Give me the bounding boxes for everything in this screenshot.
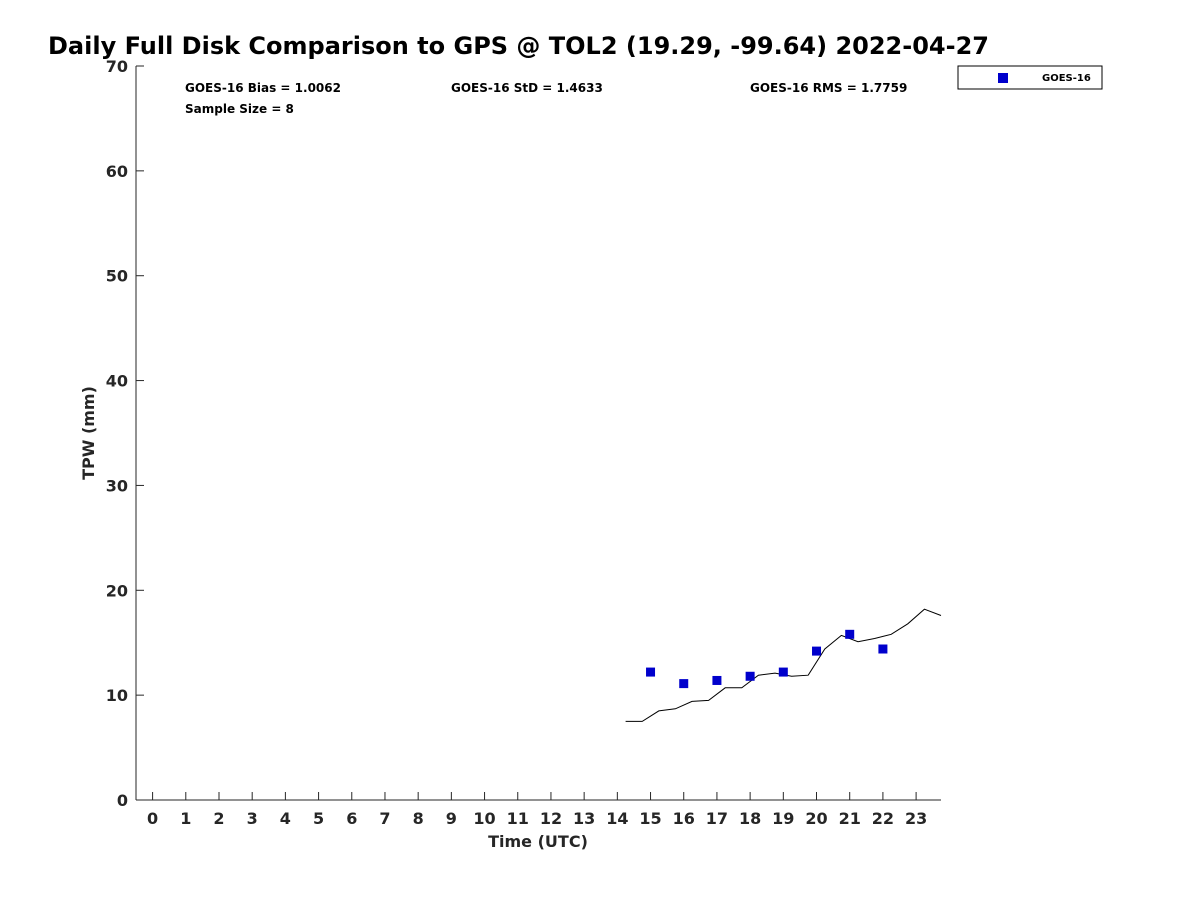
y-axis-ticks: 0 10 20 30 40 50 60 70 [106,57,144,810]
x-tick-label: 15 [639,809,661,828]
rms-stat: GOES-16 RMS = 1.7759 [750,81,907,95]
y-tick-label: 20 [106,581,128,600]
y-tick-label: 40 [106,372,128,391]
x-tick-label: 23 [905,809,927,828]
legend-box [957,65,1103,90]
goes16-point [812,646,822,656]
y-tick-label: 60 [106,162,128,181]
x-tick-label: 20 [805,809,827,828]
x-tick-label: 10 [473,809,495,828]
y-tick-label: 30 [106,476,128,495]
plot-area [625,608,942,722]
std-stat: GOES-16 StD = 1.4633 [451,81,603,95]
x-tick-label: 11 [507,809,529,828]
y-tick-label: 50 [106,267,128,286]
x-tick-label: 14 [606,809,628,828]
gps-tpw-line [625,608,942,722]
y-tick-label: 10 [106,686,128,705]
x-tick-label: 9 [446,809,457,828]
x-tick-label: 8 [413,809,424,828]
x-axis-ticks: 0 1 2 3 4 5 6 7 8 9 10 11 12 13 14 15 16 17 18 19 20 21 22 23 [147,792,927,828]
axes [135,66,941,801]
goes16-point [878,644,888,654]
goes16-point [778,667,788,677]
x-tick-label: 22 [872,809,894,828]
x-tick-label: 16 [673,809,695,828]
legend: GOES-16 [957,65,1103,90]
x-tick-label: 6 [346,809,357,828]
x-tick-label: 1 [180,809,191,828]
y-axis-label: TPW (mm) [79,386,98,480]
x-tick-label: 19 [772,809,794,828]
x-tick-label: 0 [147,809,158,828]
goes16-point [745,671,755,681]
x-tick-label: 7 [379,809,390,828]
legend-marker-goes16 [998,73,1008,83]
goes16-point [845,629,855,639]
x-tick-label: 5 [313,809,324,828]
goes16-point [679,679,689,689]
bias-stat: GOES-16 Bias = 1.0062 [185,81,341,95]
x-tick-label: 21 [839,809,861,828]
x-tick-label: 18 [739,809,761,828]
x-tick-label: 2 [213,809,224,828]
sample-size-stat: Sample Size = 8 [185,102,294,116]
x-tick-label: 13 [573,809,595,828]
x-axis-label: Time (UTC) [488,832,588,851]
y-tick-label: 0 [117,791,128,810]
x-tick-label: 12 [540,809,562,828]
x-tick-label: 17 [706,809,728,828]
y-tick-label: 70 [106,57,128,76]
legend-label-goes16: GOES-16 [1042,73,1091,84]
goes16-point [712,675,722,685]
chart-title: Daily Full Disk Comparison to GPS @ TOL2… [48,32,989,60]
goes16-point [646,667,656,677]
x-tick-label: 4 [280,809,291,828]
x-tick-label: 3 [247,809,258,828]
